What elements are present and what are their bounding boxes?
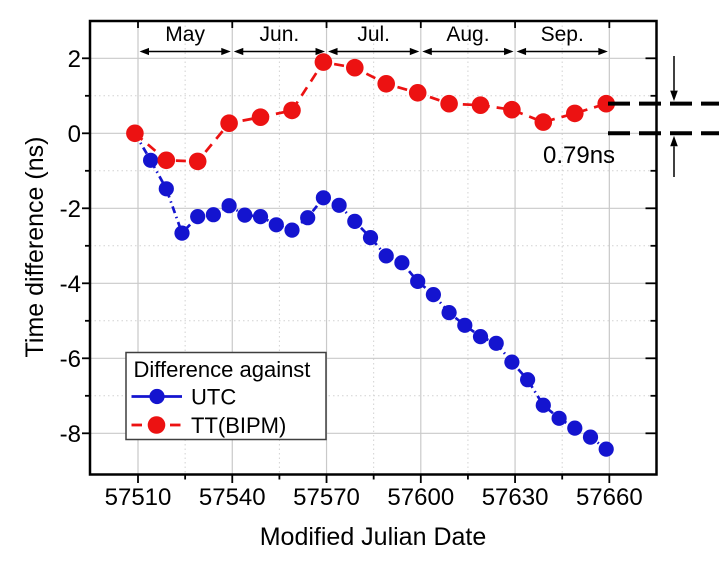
data-point-utc	[425, 287, 441, 303]
data-point-utc	[472, 329, 489, 345]
annotation-label: 0.79ns	[543, 142, 615, 169]
data-point-tt(bipm)	[503, 100, 521, 119]
x-tick-label: 57540	[199, 484, 266, 511]
data-point-utc	[520, 372, 536, 388]
y-tick-label: -2	[60, 196, 81, 223]
data-series	[126, 53, 615, 457]
data-point-utc	[284, 222, 300, 238]
data-point-utc	[143, 152, 159, 168]
arrowhead-right-icon	[504, 47, 514, 56]
x-tick-label: 57570	[293, 484, 360, 511]
arrowhead-left-icon	[516, 47, 527, 56]
y-tick-label: 0	[68, 121, 81, 148]
data-point-tt(bipm)	[534, 113, 553, 131]
data-point-utc	[504, 354, 520, 370]
data-point-utc	[237, 207, 253, 223]
y-tick-label: 2	[68, 46, 81, 73]
data-point-utc	[410, 273, 426, 289]
difference-annotation: 0.79ns	[543, 56, 719, 177]
arrowhead-left-icon	[139, 47, 149, 56]
arrowhead-left-icon	[233, 47, 244, 56]
axis-ticks	[82, 21, 657, 483]
y-axis-title: Time difference (ns)	[21, 137, 49, 358]
arrowhead-left-icon	[328, 47, 338, 56]
data-point-utc	[190, 209, 206, 225]
data-point-utc	[205, 207, 221, 223]
legend-entry-tt-bipm: TT(BIPM)	[191, 413, 286, 438]
data-point-utc	[158, 181, 174, 197]
arrowhead-right-icon	[221, 47, 231, 56]
x-tick-label: 57510	[105, 484, 172, 511]
data-point-tt(bipm)	[157, 151, 176, 170]
data-point-tt(bipm)	[597, 94, 615, 113]
legend-tt-marker-icon	[147, 416, 166, 434]
month-label: May	[165, 23, 205, 46]
y-tick-label: -6	[60, 346, 81, 373]
arrowhead-left-icon	[422, 47, 432, 56]
up-arrowhead-icon	[670, 135, 678, 147]
arrowhead-right-icon	[409, 47, 420, 56]
legend-title: Difference against	[134, 357, 311, 382]
data-point-tt(bipm)	[566, 104, 584, 123]
month-label: Aug.	[446, 23, 489, 46]
data-point-tt(bipm)	[220, 114, 238, 132]
y-tick-label: -8	[60, 421, 81, 448]
legend-utc-marker-icon	[149, 388, 165, 405]
data-point-tt(bipm)	[346, 58, 364, 77]
data-point-utc	[535, 397, 551, 413]
data-point-utc	[551, 410, 567, 426]
data-point-utc	[174, 225, 190, 241]
data-point-utc	[567, 420, 583, 436]
data-point-tt(bipm)	[283, 101, 301, 120]
data-point-utc	[394, 255, 410, 271]
data-point-utc	[488, 335, 504, 351]
data-point-utc	[300, 210, 316, 226]
x-tick-label: 57630	[482, 484, 549, 511]
legend-entry-utc: UTC	[191, 385, 236, 410]
data-point-tt(bipm)	[440, 94, 458, 113]
data-point-utc	[331, 197, 347, 213]
data-point-utc	[315, 190, 331, 206]
month-annotations: May Jun. Jul. Aug. Sep.	[139, 23, 608, 56]
tick-labels: 57510 57540 57570 57600 57630 57660 2 0 -2 -4 -6 -8	[60, 46, 643, 511]
data-point-utc	[347, 213, 363, 229]
month-label: Sep.	[541, 23, 584, 46]
x-tick-label: 57600	[387, 484, 454, 511]
data-point-tt(bipm)	[471, 96, 490, 114]
data-point-utc	[221, 198, 237, 214]
data-point-utc	[582, 429, 599, 445]
series-line-tt(bipm)	[134, 60, 607, 163]
data-point-tt(bipm)	[408, 84, 427, 102]
arrowhead-right-icon	[315, 47, 326, 56]
legend-markers	[131, 388, 182, 434]
data-point-tt(bipm)	[314, 53, 333, 71]
data-point-utc	[378, 248, 394, 264]
data-point-utc	[362, 230, 379, 246]
down-arrowhead-icon	[670, 90, 678, 102]
data-point-utc	[598, 441, 614, 457]
data-point-utc	[441, 305, 457, 321]
arrowhead-right-icon	[598, 47, 608, 56]
data-point-tt(bipm)	[126, 124, 144, 143]
y-tick-label: -4	[60, 271, 81, 298]
data-point-tt(bipm)	[251, 108, 270, 126]
data-point-tt(bipm)	[188, 152, 207, 171]
data-point-utc	[252, 209, 269, 225]
month-label: Jun.	[260, 23, 300, 46]
x-axis-title: Modified Julian Date	[260, 523, 487, 551]
x-tick-label: 57660	[576, 484, 643, 511]
data-point-tt(bipm)	[377, 75, 396, 93]
month-label: Jul.	[357, 23, 390, 46]
data-point-utc	[268, 217, 284, 233]
data-point-utc	[457, 317, 473, 333]
legend: Difference against UTC TT(BIPM)	[125, 351, 327, 441]
